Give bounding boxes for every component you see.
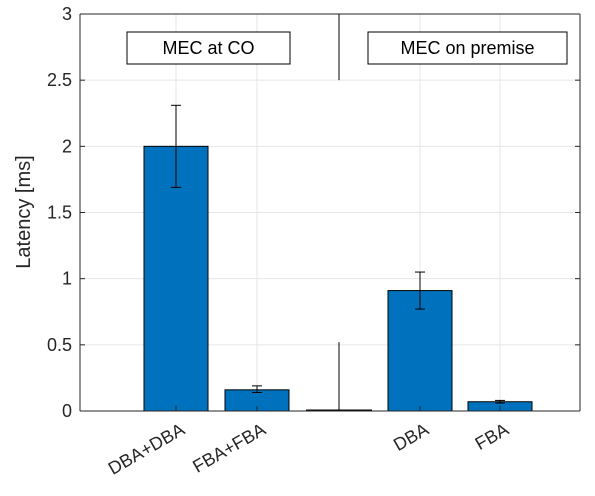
y-axis-label: Latency [ms] <box>13 155 35 268</box>
y-tick-label: 0 <box>62 401 72 421</box>
y-tick-label: 1.5 <box>47 203 72 223</box>
group-label: MEC on premise <box>400 38 534 58</box>
y-tick-labels: 0 0.5 1 1.5 2 2.5 3 <box>47 4 72 421</box>
group-label-box <box>126 31 291 65</box>
group-labels: MEC at CO MEC on premise <box>126 31 568 65</box>
x-tick-label: FBA <box>472 419 512 454</box>
x-tick-label: DBA+DBA <box>105 419 188 479</box>
bars <box>143 145 533 412</box>
y-tick-label: 3 <box>62 4 72 24</box>
y-tick-label: 0.5 <box>47 335 72 355</box>
group-label-box <box>367 31 568 65</box>
bar-dba <box>387 290 453 412</box>
x-tick-label: FBA+FBA <box>189 419 269 477</box>
x-tick-labels: DBA+DBA FBA+FBA DBA FBA <box>105 419 512 479</box>
group-label: MEC at CO <box>162 38 254 58</box>
x-tick-label: DBA <box>390 419 432 455</box>
y-tick-label: 2 <box>62 136 72 156</box>
y-tick-label: 1 <box>62 269 72 289</box>
bar-dba-plus-dba <box>143 145 209 412</box>
error-bars <box>171 104 505 404</box>
y-tick-label: 2.5 <box>47 70 72 90</box>
axes <box>79 13 581 412</box>
group-divider <box>306 14 372 411</box>
